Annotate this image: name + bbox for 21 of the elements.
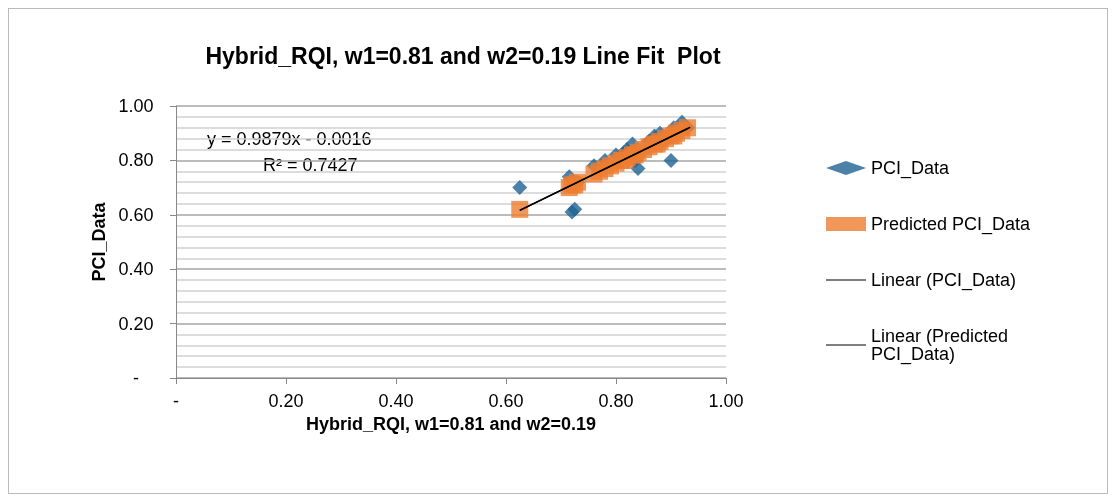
y-tick-label: - [133, 368, 139, 388]
legend-label: Linear (Predicted PCI_Data) [871, 326, 1014, 365]
x-tick-label: 0.80 [598, 391, 634, 411]
x-tick-label: 0.20 [268, 391, 304, 411]
legend-label: PCI_Data [871, 158, 951, 179]
annotation: y = 0.9879x - 0.0016 [207, 129, 372, 149]
y-tick-label: 0.20 [118, 313, 154, 334]
legend-label: Predicted PCI_Data [871, 214, 1032, 235]
x-tick-label: 1.00 [708, 391, 744, 411]
y-tick-label: 0.40 [118, 259, 154, 280]
annotation: R² = 0.7427 [263, 155, 358, 175]
y-tick-label: 0.60 [118, 204, 154, 225]
x-tick-label: 0.40 [378, 391, 414, 411]
x-tick-label: - [173, 391, 179, 411]
legend-label: Linear (PCI_Data) [871, 270, 1017, 291]
y-tick-label: 0.80 [118, 150, 154, 171]
x-axis-title: Hybrid_RQI, w1=0.81 and w2=0.19 [305, 413, 597, 434]
x-tick-label: 0.60 [488, 391, 524, 411]
chart-title: Hybrid_RQI, w1=0.81 and w2=0.19 Line Fit Plot [205, 42, 721, 69]
y-tick-label: 1.00 [118, 96, 154, 116]
y-axis-title: PCI_Data [88, 201, 109, 282]
